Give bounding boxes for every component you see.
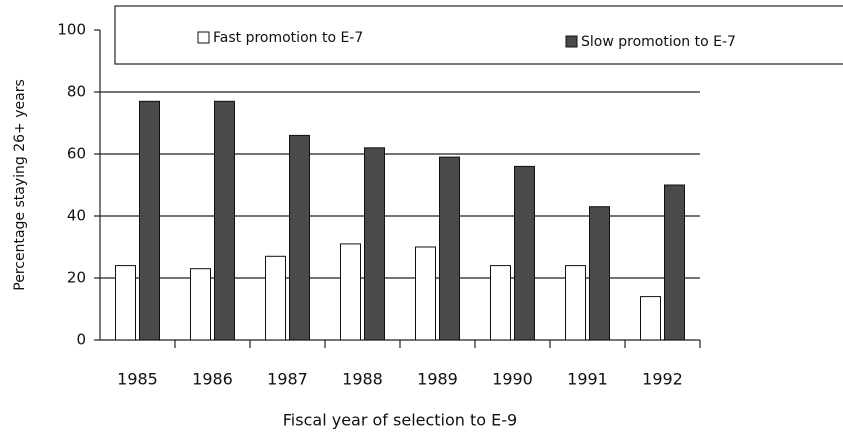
bar (589, 206, 610, 341)
y-tick-label: 80 (67, 83, 86, 101)
legend-swatch (565, 35, 578, 48)
bar (664, 184, 685, 341)
bar (115, 265, 136, 341)
bar (439, 156, 460, 341)
y-tick-label: 100 (57, 21, 86, 39)
legend-swatch (197, 31, 210, 44)
bar (565, 265, 586, 341)
bar (490, 265, 511, 341)
x-tick-label: 1985 (117, 370, 158, 389)
y-tick-label: 40 (67, 207, 86, 225)
y-tick-label: 20 (67, 269, 86, 287)
legend-label: Fast promotion to E-7 (213, 30, 363, 46)
x-tick-label: 1992 (642, 370, 683, 389)
bar (514, 165, 535, 341)
bar (364, 147, 385, 341)
bar (265, 255, 286, 341)
bar (214, 100, 235, 341)
bar (340, 243, 361, 341)
x-tick-label: 1991 (567, 370, 608, 389)
y-tick-label: 0 (76, 331, 86, 349)
bar (139, 100, 160, 341)
x-tick-label: 1986 (192, 370, 233, 389)
legend-box (114, 5, 843, 65)
x-tick-label: 1989 (417, 370, 458, 389)
bar (640, 296, 661, 341)
x-tick-label: 1987 (267, 370, 308, 389)
x-axis-label: Fiscal year of selection to E-9 (283, 411, 517, 430)
bar (190, 268, 211, 341)
y-axis-label: Percentage staying 26+ years (12, 79, 28, 290)
legend-label: Slow promotion to E-7 (581, 34, 736, 50)
y-tick-label: 60 (67, 145, 86, 163)
x-tick-label: 1988 (342, 370, 383, 389)
x-tick-label: 1990 (492, 370, 533, 389)
bar (415, 246, 436, 341)
bar (289, 134, 310, 341)
